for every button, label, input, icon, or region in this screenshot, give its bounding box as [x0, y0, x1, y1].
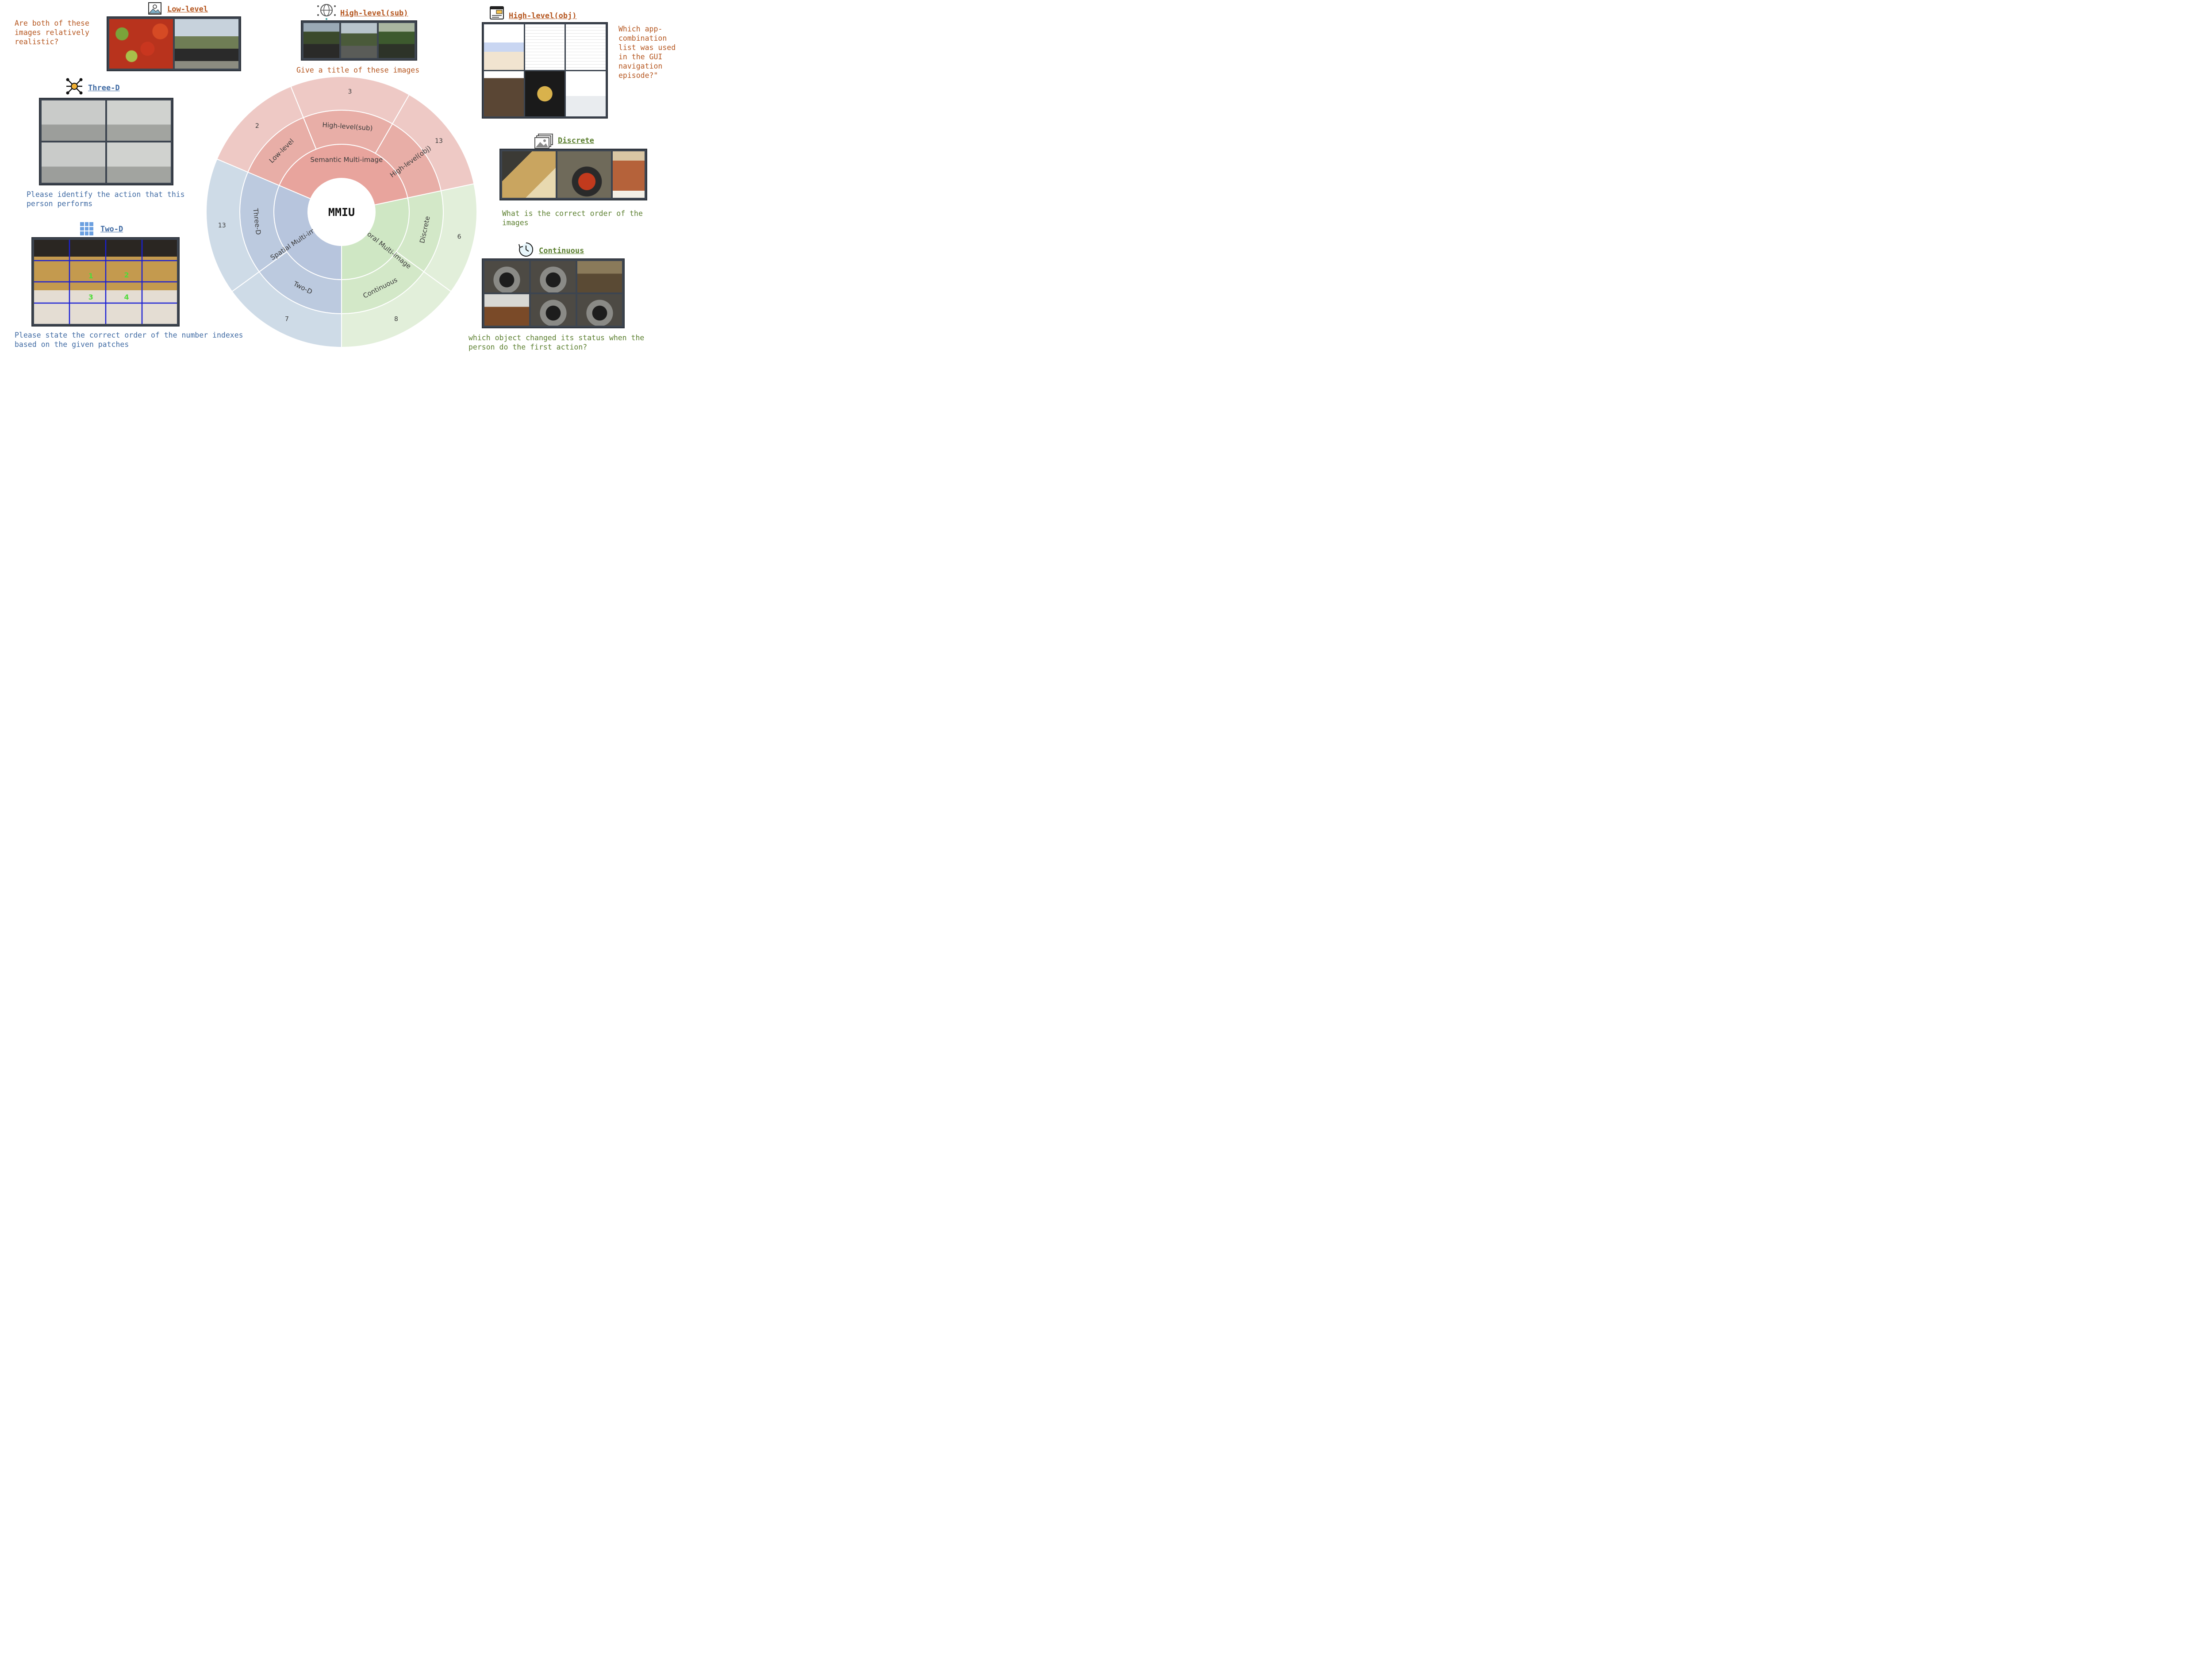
- cooking-image: [557, 151, 611, 198]
- grid-icon: [80, 222, 93, 235]
- image-stack-icon: [534, 134, 553, 149]
- tomatoes-image: [109, 19, 173, 69]
- gui-screen-6: [566, 71, 606, 116]
- gui-screen-2: [525, 24, 565, 70]
- ring3-4-label: 6: [457, 234, 461, 241]
- patch-number-4: 4: [124, 292, 129, 301]
- ring1-1-label: Semantic Multi-image: [310, 156, 383, 164]
- gui-screen-3: [566, 24, 606, 70]
- two-d-title: Two-D: [100, 225, 123, 234]
- patch-number-1: 1: [88, 272, 93, 281]
- high-obj-screenshots: [482, 22, 608, 119]
- crowd-image-1: [303, 23, 339, 58]
- patch-number-3: 3: [88, 292, 93, 301]
- globe-network-icon: [317, 4, 336, 20]
- discrete-title: Discrete: [558, 136, 594, 145]
- high-sub-title: High-level(sub): [340, 9, 408, 18]
- low-level-images: [107, 16, 241, 71]
- ring3-2-label: 3: [348, 88, 352, 96]
- cutting-image: [502, 151, 556, 198]
- continuous-question: which object changed its status when the…: [469, 334, 645, 351]
- ring3-6-label: 7: [285, 315, 289, 323]
- high-sub-images: [301, 20, 417, 61]
- train-image: [175, 19, 238, 69]
- room-image-2: [107, 100, 171, 141]
- two-d-image-frame: 1 2 3 4: [31, 237, 180, 327]
- kitchen-frame-1: [484, 261, 529, 292]
- room-image-3: [42, 142, 105, 183]
- three-d-images: [39, 98, 173, 185]
- gui-screen-1: [484, 24, 524, 70]
- high-obj-title: High-level(obj): [509, 12, 577, 20]
- low-level-title: Low-level: [167, 5, 208, 14]
- gui-screen-5: [525, 71, 565, 116]
- room-image-4: [107, 142, 171, 183]
- kitchen-frame-4: [484, 294, 529, 326]
- high-obj-question: Which app-combination list was used in t…: [618, 25, 676, 80]
- three-d-question: Please identify the action that this per…: [27, 190, 185, 208]
- three-d-title: Three-D: [88, 84, 120, 92]
- ring3-3-label: 13: [435, 138, 443, 145]
- ring3-5-label: 8: [394, 315, 398, 323]
- continuous-title: Continuous: [539, 246, 584, 255]
- ring3-1-label: 2: [255, 123, 259, 130]
- ring3-7-wedge: [206, 158, 260, 292]
- low-level-question: Are both of these images relatively real…: [15, 19, 89, 46]
- dish-image: [612, 151, 645, 198]
- discrete-question: What is the correct order of the images: [502, 209, 643, 227]
- high-sub-question: Give a title of these images: [296, 66, 420, 74]
- crowd-image-2: [341, 23, 377, 58]
- center-label: MMIU: [328, 206, 355, 219]
- kitchen-frame-5: [531, 294, 576, 326]
- kitchen-frame-2: [531, 261, 576, 292]
- gui-screen-4: [484, 71, 524, 116]
- room-image-1: [42, 100, 105, 141]
- continuous-images: [482, 258, 625, 328]
- molecule-network-icon: [66, 78, 83, 95]
- app-window-icon: [490, 6, 504, 19]
- patch-number-2: 2: [124, 271, 129, 280]
- discrete-images: [499, 149, 647, 200]
- ring3-7-label: 13: [218, 222, 226, 229]
- clock-refresh-icon: [518, 242, 534, 257]
- crowd-image-3: [379, 23, 415, 58]
- landscape-image-icon: [148, 2, 161, 15]
- patch-grid-overlay: [34, 240, 177, 324]
- center-hole: [308, 178, 375, 246]
- meeting-image: 1 2 3 4: [34, 240, 177, 324]
- kitchen-frame-6: [577, 294, 622, 326]
- kitchen-frame-3: [577, 261, 622, 292]
- two-d-question: Please state the correct order of the nu…: [15, 331, 243, 349]
- figure: Semantic Multi-image Temporal Multi-image…: [0, 0, 690, 356]
